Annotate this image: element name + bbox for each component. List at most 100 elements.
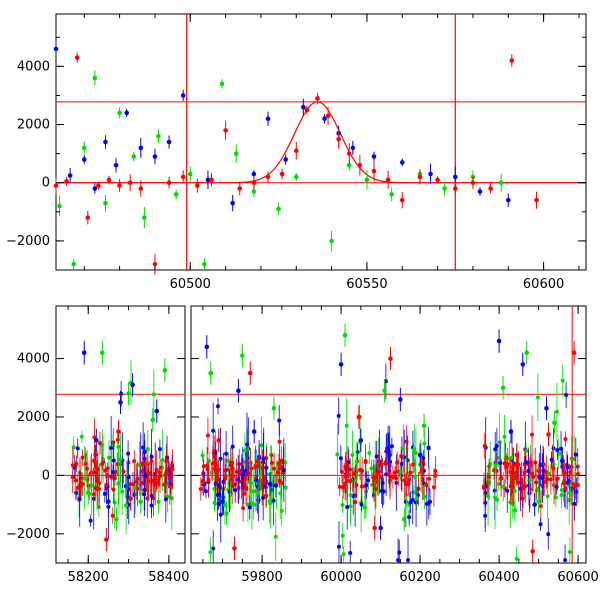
bottom-point-green xyxy=(278,491,283,496)
bottom-point-red xyxy=(504,464,509,469)
top-point-green xyxy=(81,145,87,151)
top-point-red xyxy=(106,177,112,183)
bottom-point-red xyxy=(205,463,210,468)
bottom-ytick-label: 2000 xyxy=(17,410,50,425)
bottom-point-blue xyxy=(406,558,411,563)
bottom-point-red xyxy=(348,479,353,484)
bottom-point-green xyxy=(268,501,273,506)
bottom-point-blue xyxy=(546,532,551,537)
top-ytick-label: −2000 xyxy=(6,234,50,249)
top-point-green xyxy=(389,192,394,197)
top-point-red xyxy=(534,197,539,203)
bottom-point-red xyxy=(212,460,217,465)
bottom-point-red xyxy=(372,525,377,531)
bottom-point-red xyxy=(236,486,241,491)
bottom-frame-1 xyxy=(190,305,587,564)
top-point-green xyxy=(57,203,62,209)
bottom-point-red xyxy=(545,477,550,482)
bottom-point-green xyxy=(495,497,500,502)
bottom-point-red xyxy=(244,485,249,490)
bottom-point-green xyxy=(509,455,514,460)
bottom-point-blue xyxy=(77,497,82,502)
top-point-red xyxy=(509,58,515,63)
top-point-blue xyxy=(428,171,433,177)
bottom-point-green xyxy=(567,490,573,496)
bottom-point-green xyxy=(114,516,119,522)
bottom-point-green xyxy=(411,449,416,454)
bottom-point-green xyxy=(354,459,359,464)
bottom-point-blue xyxy=(540,476,545,481)
bottom-point-red xyxy=(80,455,85,460)
bottom-point-red xyxy=(548,477,553,482)
top-point-red xyxy=(166,180,172,186)
bottom-point-green xyxy=(240,353,245,358)
top-frame xyxy=(55,13,587,271)
bottom-point-blue xyxy=(560,458,565,464)
bottom-point-red xyxy=(79,481,85,487)
bottom-point-green xyxy=(71,445,76,450)
top-point-red xyxy=(152,261,158,267)
bottom-ytick-label: 0 xyxy=(42,468,50,483)
bottom-point-green xyxy=(342,332,348,338)
bottom-xtick-label: 58200 xyxy=(68,570,109,585)
bottom-point-green xyxy=(422,441,427,446)
bottom-point-red xyxy=(514,452,520,458)
bottom-point-red xyxy=(508,483,513,488)
bottom-point-red xyxy=(419,467,425,472)
bottom-point-green xyxy=(486,494,491,499)
bottom-point-blue xyxy=(247,505,252,510)
bottom-point-red xyxy=(205,433,210,438)
top-point-red xyxy=(385,177,391,183)
bottom-point-green xyxy=(502,434,507,439)
bottom-point-red xyxy=(563,486,568,491)
top-point-blue xyxy=(166,139,172,145)
bottom-point-blue xyxy=(81,350,87,356)
bottom-point-blue xyxy=(126,475,131,480)
bottom-point-green xyxy=(496,482,501,487)
bottom-point-green xyxy=(411,490,416,495)
bottom-point-red xyxy=(253,463,258,468)
bottom-point-green xyxy=(268,471,273,476)
top-point-red xyxy=(315,96,320,101)
top-point-red xyxy=(265,174,271,180)
bottom-point-green xyxy=(552,420,557,426)
bottom-point-red xyxy=(388,356,393,361)
bottom-point-red xyxy=(351,471,356,476)
top-point-green xyxy=(173,192,179,197)
bottom-point-green xyxy=(118,457,123,462)
bottom-point-red xyxy=(514,471,519,476)
bottom-point-red xyxy=(232,546,237,551)
top-point-green xyxy=(142,215,147,220)
bottom-point-green xyxy=(500,385,506,391)
bottom-point-green xyxy=(145,447,150,452)
bottom-point-blue xyxy=(102,491,107,496)
top-point-blue xyxy=(124,110,129,116)
bottom-point-green xyxy=(242,448,247,453)
top-point-blue xyxy=(103,139,108,145)
bottom-point-blue xyxy=(358,438,364,443)
bottom-point-blue xyxy=(220,499,225,504)
bottom-point-blue xyxy=(130,382,135,388)
bottom-point-red xyxy=(226,467,231,472)
top-point-red xyxy=(304,107,310,113)
bottom-point-red xyxy=(383,461,388,466)
bottom-point-blue xyxy=(163,497,168,502)
bottom-point-blue xyxy=(254,478,259,483)
bottom-point-green xyxy=(156,499,161,504)
bottom-point-green xyxy=(120,489,125,494)
top-point-red xyxy=(325,113,331,119)
bottom-point-blue xyxy=(537,475,542,480)
top-xtick-label: 60600 xyxy=(523,277,564,292)
bottom-point-green xyxy=(559,488,564,493)
bottom-point-green xyxy=(414,496,419,501)
bottom-point-green xyxy=(116,481,121,486)
bottom-point-red xyxy=(121,469,126,474)
bottom-point-blue xyxy=(236,388,241,393)
bottom-point-red xyxy=(498,476,504,481)
bottom-point-green xyxy=(259,443,264,448)
bottom-point-red xyxy=(158,474,163,479)
top-point-blue xyxy=(67,173,73,178)
bottom-point-red xyxy=(555,476,560,481)
bottom-point-blue xyxy=(563,558,568,563)
bottom-point-green xyxy=(100,350,105,356)
